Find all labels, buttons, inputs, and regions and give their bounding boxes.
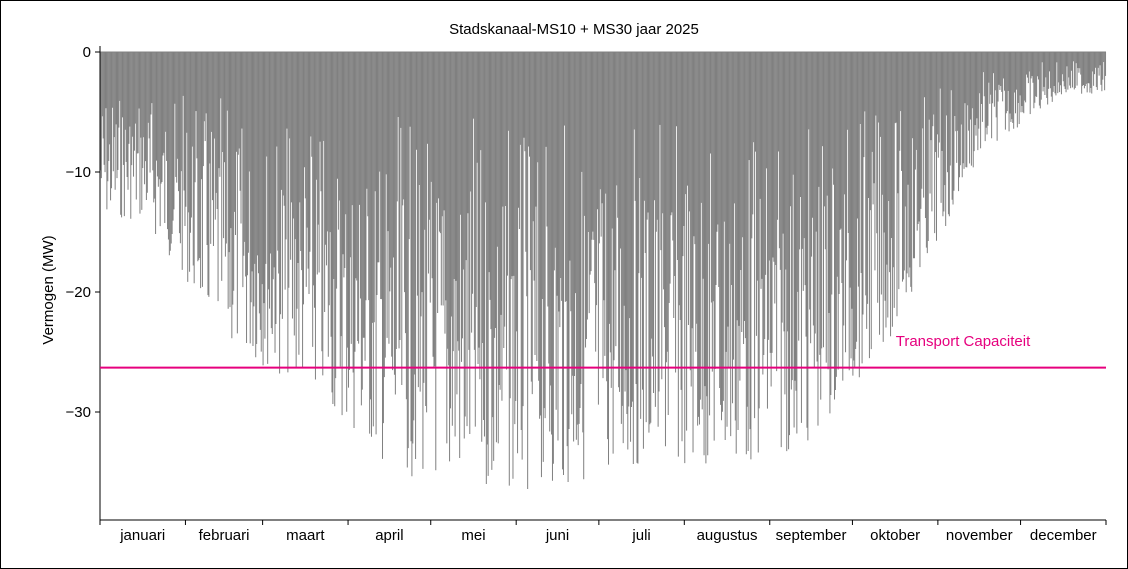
y-tick-label: 0 bbox=[83, 44, 91, 61]
annotation-group: Transport Capaciteit bbox=[100, 333, 1106, 369]
x-tick-label-mei: mei bbox=[461, 527, 485, 544]
y-axis-label: Vermogen (MW) bbox=[40, 235, 57, 344]
x-tick-label-juli: juli bbox=[631, 527, 650, 544]
x-tick-label-februari: februari bbox=[199, 527, 250, 544]
x-tick-label-november: november bbox=[946, 527, 1013, 544]
chart-title: Stadskanaal-MS10 + MS30 jaar 2025 bbox=[449, 21, 699, 38]
y-tick-label: −20 bbox=[66, 284, 91, 301]
y-tick-label: −30 bbox=[66, 404, 91, 421]
x-tick-label-september: september bbox=[776, 527, 847, 544]
x-tick-label-januari: januari bbox=[119, 527, 165, 544]
x-tick-label-december: december bbox=[1030, 527, 1097, 544]
x-tick-label-oktober: oktober bbox=[870, 527, 920, 544]
x-tick-label-augustus: augustus bbox=[697, 527, 758, 544]
x-tick-label-juni: juni bbox=[545, 527, 569, 544]
x-tick-label-april: april bbox=[375, 527, 403, 544]
y-tick-label: −10 bbox=[66, 164, 91, 181]
bars-group bbox=[99, 52, 1107, 490]
axes-group: 0 −10 −20 −30 januari februari maart april mei ju… bbox=[66, 44, 1107, 544]
capacity-label: Transport Capaciteit bbox=[896, 333, 1031, 350]
x-tick-label-maart: maart bbox=[286, 527, 325, 544]
